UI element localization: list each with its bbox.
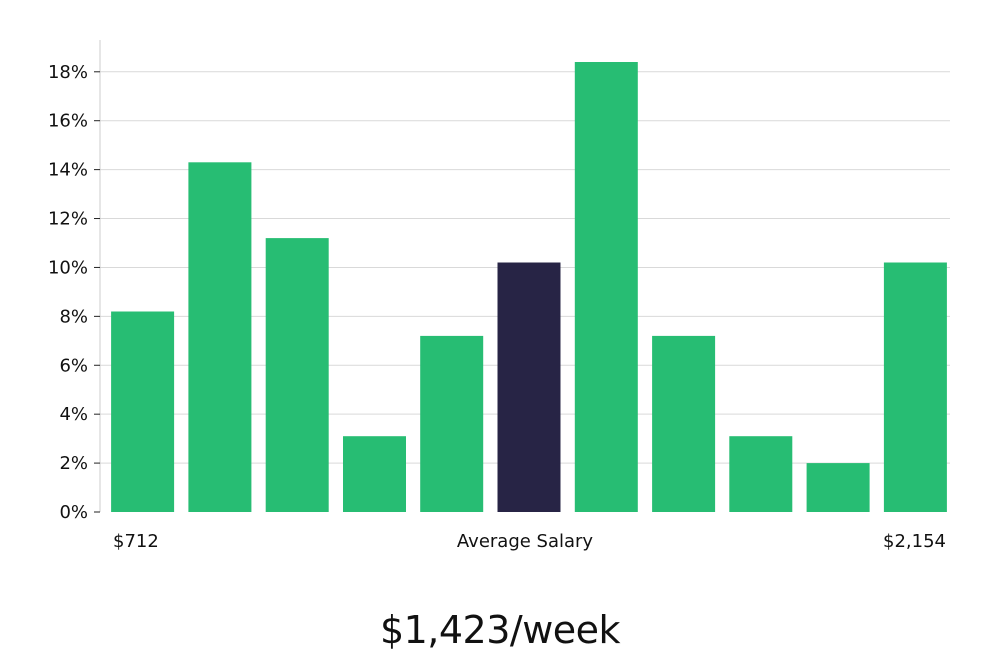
bar (574, 62, 638, 512)
bar (111, 311, 175, 512)
y-tick-label: 6% (59, 355, 88, 376)
x-label-min: $712 (113, 531, 159, 552)
y-tick-label: 16% (48, 111, 88, 132)
bar-average-salary (497, 262, 561, 512)
y-tick-label: 10% (48, 257, 88, 278)
y-tick-label: 4% (59, 404, 88, 425)
bar (652, 335, 716, 512)
y-tick-label: 0% (59, 502, 88, 523)
bars (111, 62, 947, 513)
bar (420, 335, 484, 512)
bar (265, 238, 329, 512)
y-tick-label: 2% (59, 453, 88, 474)
x-label-center: Average Salary (457, 531, 594, 552)
bar (729, 436, 793, 512)
y-axis-ticks: 0% 2% 4% 6% 8% 10% 12% 14% 16% 18% (48, 62, 100, 523)
salary-histogram: 0% 2% 4% 6% 8% 10% 12% 14% 16% 18% $712 Average S… (48, 40, 950, 552)
y-tick-label: 8% (59, 306, 88, 327)
x-label-max: $2,154 (883, 531, 946, 552)
y-tick-label: 14% (48, 160, 88, 181)
bar (883, 262, 947, 512)
bar (188, 162, 252, 513)
average-salary-headline: $1,423/week (379, 608, 621, 652)
bar (806, 463, 870, 512)
y-tick-label: 12% (48, 209, 88, 230)
y-tick-label: 18% (48, 62, 88, 83)
bar (343, 436, 406, 512)
